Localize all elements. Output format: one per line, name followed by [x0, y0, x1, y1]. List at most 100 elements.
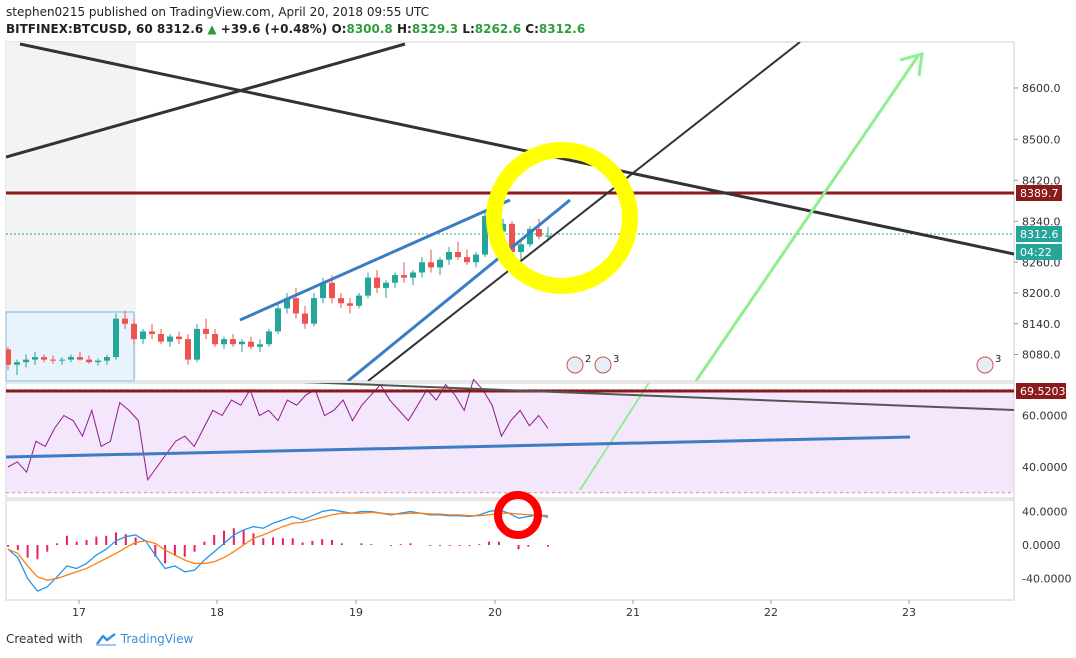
candle-body [257, 344, 263, 347]
candle-body [536, 228, 542, 237]
rsi-band [6, 389, 1014, 493]
candle-body [464, 257, 470, 263]
projection-arrow-line [694, 55, 920, 381]
candle-body [95, 360, 101, 363]
price-axis-label: 8420.0 [1022, 174, 1061, 187]
event-badge-count: 3 [613, 354, 619, 365]
candle-body [176, 336, 182, 340]
price-panel [5, 41, 1015, 382]
macd-axis-label: -40.0000 [1022, 573, 1071, 586]
candle-body [293, 298, 299, 314]
macd-line [7, 509, 549, 592]
candle-body [68, 357, 74, 360]
price-axis-label: 8500.0 [1022, 133, 1061, 146]
candle-body [248, 341, 254, 347]
candle-body [221, 339, 227, 345]
created-with-text: Created with [6, 632, 83, 646]
candle-body [338, 298, 344, 304]
time-axis-label: 22 [764, 606, 778, 619]
event-badge-count: 2 [585, 354, 591, 365]
candle-body [104, 357, 110, 361]
candle-body [374, 277, 380, 288]
change-value: +39.6 (+0.48%) [220, 22, 328, 36]
candle-body [356, 295, 362, 306]
candle-body [194, 328, 200, 360]
candle-body [428, 262, 434, 268]
time-axis-label: 18 [210, 606, 224, 619]
candles-group [6, 205, 551, 375]
macd-panel [5, 499, 1015, 601]
time-axis-label: 17 [72, 606, 86, 619]
rsi-line [7, 378, 549, 482]
footer: Created with TradingView [6, 632, 193, 646]
candle-body [122, 318, 128, 324]
candle-body [6, 349, 11, 365]
high-label: H: [396, 22, 412, 36]
candle-body [419, 262, 425, 273]
low-value: 8262.6 [474, 22, 522, 36]
candle-body [473, 254, 479, 263]
candle-body [311, 298, 317, 324]
time-axis-label: 19 [349, 606, 363, 619]
event-badge-flag-icon [976, 356, 994, 374]
candle-body [239, 341, 245, 345]
candle-body [545, 235, 551, 237]
open-value: 8300.8 [346, 22, 393, 36]
candle-body [203, 328, 209, 334]
candle-body [140, 331, 146, 340]
range-box [5, 311, 135, 382]
candle-body [527, 228, 533, 245]
change-up-arrow-icon: ▲ [207, 22, 217, 36]
time-axis-label: 21 [626, 606, 640, 619]
candle-body [275, 308, 281, 332]
candle-body [230, 339, 236, 345]
countdown-tag: 04:22 [1020, 246, 1052, 259]
candle-body [23, 359, 29, 363]
candle-body [500, 223, 506, 232]
high-value: 8329.3 [411, 22, 459, 36]
candle-body [329, 282, 335, 299]
candle-body [482, 216, 488, 255]
projection-arrow-head [899, 51, 924, 77]
candle-body [437, 259, 443, 268]
last-price: 8312.6 [156, 22, 204, 36]
candle-body [383, 282, 389, 288]
candle-body [509, 223, 515, 252]
candle-body [266, 331, 272, 345]
candle-body [149, 331, 155, 334]
tradingview-logo-icon [95, 633, 116, 646]
macd-axis-label: 40.0000 [1022, 506, 1068, 519]
macd-axis-label: 0.0000 [1022, 539, 1061, 552]
signal-line [7, 511, 549, 581]
last-price-tag: 8312.6 [1020, 228, 1059, 241]
price-axis-label: 8340.0 [1022, 215, 1061, 228]
candle-body [113, 318, 119, 358]
price-axis-label: 8600.0 [1022, 82, 1061, 95]
candle-body [131, 323, 137, 340]
candle-body [284, 298, 290, 309]
candle-body [347, 303, 353, 306]
rsi-axis-label: 60.0000 [1022, 410, 1068, 423]
candle-body [77, 357, 83, 360]
candle-body [401, 275, 407, 278]
publisher-line: stephen0215 published on TradingView.com… [6, 5, 429, 19]
time-axis-label: 20 [488, 606, 502, 619]
rsi-descending-trendline [301, 383, 1014, 411]
projection-arrow-tail [579, 383, 650, 491]
candle-body [365, 277, 371, 296]
candle-body [59, 359, 65, 361]
rsi-level-tag-bg [1016, 383, 1066, 399]
candle-body [50, 359, 56, 361]
rsi-level-tag: 69.5203 [1020, 385, 1066, 398]
candle-body [185, 339, 191, 360]
low-label: L: [462, 22, 475, 36]
candle-body [32, 357, 38, 360]
candle-body [392, 275, 398, 283]
symbol-label[interactable]: BITFINEX:BTCUSD, 60 [6, 22, 153, 36]
time-axis-label: 23 [902, 606, 916, 619]
candle-body [446, 252, 452, 260]
candle-body [455, 252, 461, 258]
tradingview-link[interactable]: TradingView [95, 632, 193, 646]
highlight-circle-red [494, 491, 542, 539]
